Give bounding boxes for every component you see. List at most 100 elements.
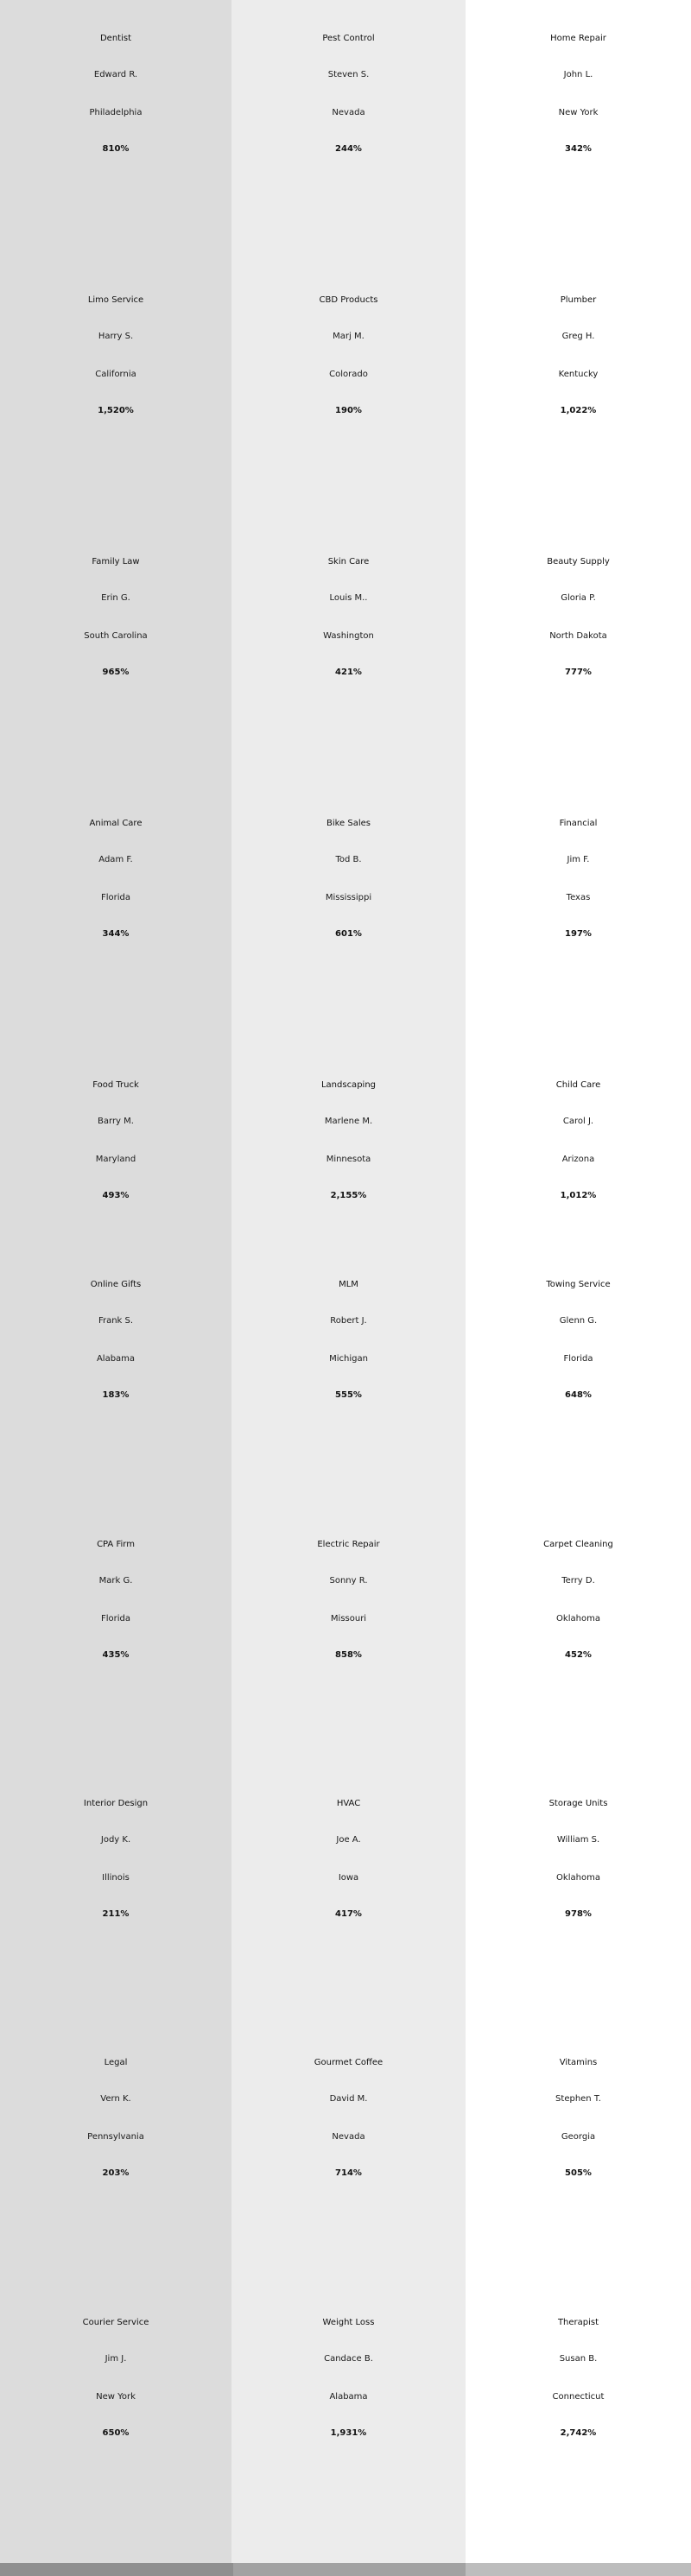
- industry-label: CPA Firm: [97, 1540, 135, 1549]
- growth-percent: 190%: [335, 406, 362, 415]
- industry-label: MLM: [339, 1280, 358, 1289]
- client-name: Steven S.: [327, 70, 370, 79]
- growth-percent: 777%: [565, 668, 592, 677]
- column-background-left: [0, 0, 231, 2563]
- bottom-edge-segment: [233, 2563, 466, 2576]
- industry-label: Bike Sales: [326, 819, 371, 828]
- client-location: South Carolina: [84, 631, 148, 641]
- client-location: New York: [96, 2392, 136, 2402]
- client-location: Nevada: [332, 108, 365, 117]
- industry-label: Interior Design: [83, 1799, 149, 1808]
- industry-label: CBD Products: [319, 295, 378, 305]
- client-name: Stephen T.: [555, 2094, 601, 2104]
- industry-label: Online Gifts: [90, 1280, 142, 1289]
- growth-percent: 342%: [565, 144, 592, 154]
- client-location: Missouri: [330, 1614, 367, 1623]
- industry-label: Gourmet Coffee: [314, 2058, 384, 2067]
- client-location: New York: [558, 108, 599, 117]
- client-location: Washington: [323, 631, 374, 641]
- growth-percent: 2,742%: [560, 2428, 597, 2438]
- industry-label: Financial: [559, 819, 598, 828]
- client-name: William S.: [556, 1835, 600, 1845]
- client-name: Barry M.: [98, 1117, 134, 1126]
- growth-percent: 650%: [102, 2428, 130, 2438]
- industry-label: Vitamins: [559, 2058, 598, 2067]
- client-location: Oklahoma: [556, 1873, 600, 1883]
- client-location: Alabama: [96, 1354, 136, 1364]
- growth-percent: 810%: [102, 144, 130, 154]
- growth-percent: 505%: [565, 2168, 592, 2178]
- client-name: Joe A.: [336, 1835, 361, 1845]
- client-location: Illinois: [102, 1873, 130, 1883]
- industry-label: Skin Care: [327, 557, 370, 566]
- growth-percent: 601%: [335, 929, 362, 939]
- client-name: Jim F.: [567, 855, 590, 864]
- industry-label: Carpet Cleaning: [543, 1540, 613, 1549]
- client-location: Minnesota: [326, 1155, 371, 1164]
- column-background-right: [466, 0, 691, 2563]
- growth-percent: 648%: [565, 1390, 592, 1400]
- growth-percent: 197%: [565, 929, 592, 939]
- industry-label: Courier Service: [82, 2318, 149, 2327]
- client-name: Glenn G.: [559, 1316, 598, 1326]
- client-name: Marlene M.: [324, 1117, 373, 1126]
- growth-percent: 2,155%: [330, 1191, 367, 1200]
- client-location: Philadelphia: [89, 108, 143, 117]
- client-location: Maryland: [95, 1155, 136, 1164]
- growth-percent: 714%: [335, 2168, 362, 2178]
- growth-percent: 203%: [102, 2168, 130, 2178]
- growth-percent: 417%: [335, 1909, 362, 1919]
- growth-percent: 1,022%: [560, 406, 597, 415]
- industry-label: HVAC: [336, 1799, 361, 1808]
- growth-percent: 211%: [102, 1909, 130, 1919]
- client-location: Mississippi: [325, 893, 372, 902]
- industry-label: Therapist: [557, 2318, 599, 2327]
- client-location: North Dakota: [549, 631, 607, 641]
- growth-percent: 965%: [102, 668, 130, 677]
- growth-percent: 858%: [335, 1650, 362, 1660]
- client-location: California: [95, 370, 136, 379]
- client-name: Jim J.: [105, 2354, 127, 2364]
- client-name: Adam F.: [98, 855, 133, 864]
- industry-label: Home Repair: [550, 34, 606, 43]
- client-location: Georgia: [561, 2132, 596, 2142]
- client-name: Harry S.: [98, 332, 134, 341]
- client-name: Robert J.: [330, 1316, 367, 1326]
- client-name: David M.: [329, 2094, 368, 2104]
- client-location: Kentucky: [558, 370, 599, 379]
- client-name: Tod B.: [335, 855, 362, 864]
- client-name: Mark G.: [98, 1576, 133, 1585]
- industry-label: Towing Service: [546, 1280, 611, 1289]
- client-name: Marj M.: [333, 332, 365, 341]
- client-name: Vern K.: [100, 2094, 131, 2104]
- industry-label: Child Care: [555, 1080, 601, 1090]
- growth-percent: 421%: [335, 668, 362, 677]
- industry-label: Landscaping: [320, 1080, 377, 1090]
- growth-percent: 1,012%: [560, 1191, 597, 1200]
- client-name: Sonny R.: [329, 1576, 368, 1585]
- industry-label: Weight Loss: [322, 2318, 375, 2327]
- growth-percent: 1,520%: [98, 406, 134, 415]
- growth-percent: 978%: [565, 1909, 592, 1919]
- growth-percent: 183%: [102, 1390, 130, 1400]
- industry-label: Plumber: [560, 295, 597, 305]
- bottom-edge-bar: [0, 2563, 691, 2576]
- industry-label: Electric Repair: [317, 1540, 380, 1549]
- industry-label: Animal Care: [89, 819, 143, 828]
- bottom-edge-segment: [466, 2563, 691, 2576]
- growth-percent: 244%: [335, 144, 362, 154]
- client-name: Terry D.: [561, 1576, 595, 1585]
- client-location: Colorado: [329, 370, 368, 379]
- client-name: Jody K.: [100, 1835, 131, 1845]
- industry-label: Limo Service: [87, 295, 144, 305]
- growth-percent: 344%: [102, 929, 130, 939]
- client-location: Pennsylvania: [87, 2132, 144, 2142]
- client-name: Susan B.: [559, 2354, 598, 2364]
- industry-label: Beauty Supply: [547, 557, 610, 566]
- industry-label: Dentist: [99, 34, 132, 43]
- growth-percent: 493%: [102, 1191, 130, 1200]
- client-location: Florida: [100, 893, 130, 902]
- growth-percent: 555%: [335, 1390, 362, 1400]
- client-name: John L.: [563, 70, 593, 79]
